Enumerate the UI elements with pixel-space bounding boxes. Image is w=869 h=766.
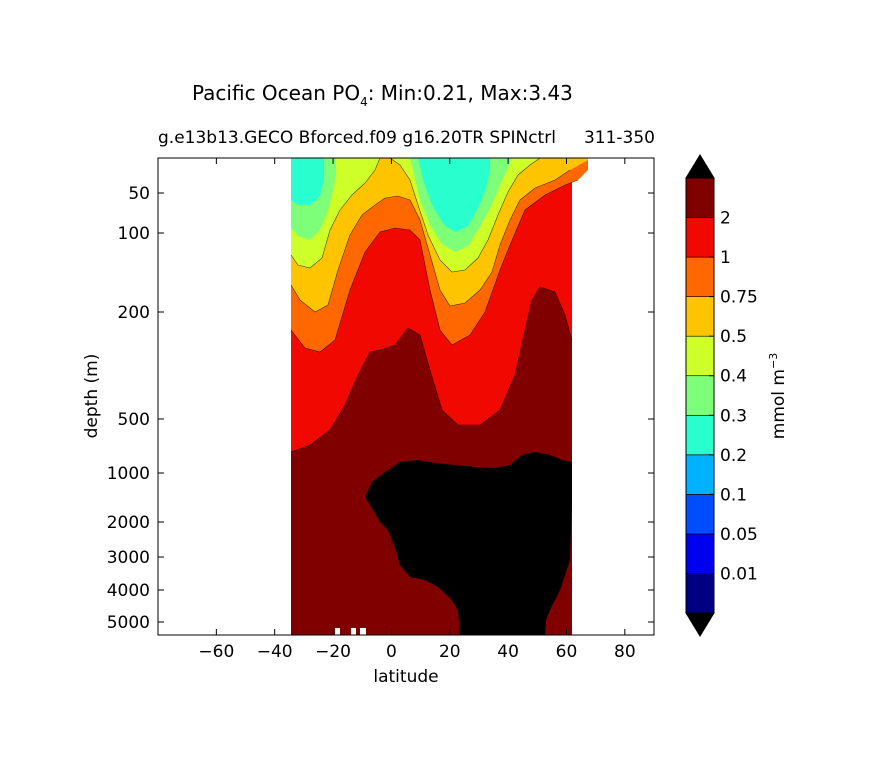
x-tick-label: 40 bbox=[497, 642, 519, 662]
y-axis-label: depth (m) bbox=[82, 354, 102, 439]
colorbar-tick-label: 1 bbox=[720, 248, 731, 268]
x-axis-label: latitude bbox=[373, 667, 438, 687]
colorbar-swatch bbox=[685, 375, 715, 416]
chart-subtitle-left: g.e13b13.GECO Bforced.f09 g16.20TR SPINc… bbox=[158, 128, 556, 148]
y-tick-label: 5000 bbox=[107, 613, 150, 633]
colorbar-tick-label: 0.3 bbox=[720, 406, 747, 426]
colorbar: 0.01 0.05 0.1 0.2 0.3 0.4 0.5 0.75 1 2 bbox=[685, 154, 758, 637]
colorbar-tick-label: 0.75 bbox=[720, 288, 758, 308]
colorbar-label: mmol m−3 bbox=[767, 353, 789, 439]
x-tick-label: 0 bbox=[386, 642, 397, 662]
colorbar-swatch bbox=[685, 335, 715, 377]
plot-frame bbox=[157, 157, 655, 636]
contour-band-02-03 bbox=[291, 158, 324, 205]
bottom-gap-2 bbox=[351, 628, 356, 635]
y-tick-label: 200 bbox=[118, 303, 150, 323]
colorbar-swatch bbox=[685, 217, 715, 258]
colorbar-swatch bbox=[685, 414, 715, 456]
y-tick-label: 500 bbox=[118, 410, 150, 430]
y-tick-label: 3000 bbox=[107, 548, 150, 568]
colorbar-extend-high bbox=[685, 154, 715, 179]
colorbar-swatch bbox=[685, 256, 715, 297]
colorbar-swatch bbox=[685, 454, 715, 495]
colorbar-tick-label: 0.1 bbox=[720, 485, 747, 505]
colorbar-tick-label: 0.05 bbox=[720, 525, 758, 545]
colorbar-swatch bbox=[685, 573, 715, 614]
colorbar-tick-label: 2 bbox=[720, 209, 731, 229]
colorbar-tick-label: 0.01 bbox=[720, 564, 758, 584]
x-tick-label: 60 bbox=[556, 642, 578, 662]
colorbar-tick-label: 0.5 bbox=[720, 327, 747, 347]
colorbar-tick-label: 0.2 bbox=[720, 446, 747, 466]
y-tick-label: 2000 bbox=[107, 513, 150, 533]
contour-lines bbox=[290, 158, 579, 453]
colorbar-extend-low bbox=[685, 612, 715, 637]
x-axis: −60 −40 −20 0 20 40 60 80 bbox=[198, 158, 636, 662]
y-tick-label: 1000 bbox=[107, 464, 150, 484]
colorbar-swatch bbox=[685, 494, 715, 535]
y-tick-label: 100 bbox=[118, 224, 150, 244]
x-tick-label: −60 bbox=[198, 642, 234, 662]
plot-area: −60 −40 −20 0 20 40 60 80 50 100 200 500 1000 2000 30… bbox=[82, 157, 655, 687]
x-tick-label: 80 bbox=[614, 642, 636, 662]
colorbar-frame bbox=[685, 177, 715, 614]
x-tick-label: 20 bbox=[439, 642, 461, 662]
x-tick-label: −20 bbox=[315, 642, 351, 662]
x-tick-label: −40 bbox=[257, 642, 293, 662]
colorbar-tick-label: 0.4 bbox=[720, 367, 747, 387]
chart-subtitle-right: 311-350 bbox=[584, 128, 655, 148]
y-tick-label: 4000 bbox=[107, 581, 150, 601]
colorbar-swatch bbox=[685, 296, 715, 337]
contour-band-black bbox=[365, 452, 572, 635]
y-tick-label: 50 bbox=[128, 184, 150, 204]
chart-title: Pacific Ocean PO4: Min:0.21, Max:3.43 bbox=[192, 81, 573, 109]
contour-band-02-03b bbox=[418, 158, 490, 232]
y-axis: 50 100 200 500 1000 2000 3000 4000 5000 bbox=[107, 184, 654, 633]
continent-mask bbox=[572, 158, 654, 635]
bottom-gap-3 bbox=[360, 628, 366, 635]
bottom-gap-1 bbox=[335, 628, 340, 635]
colorbar-swatch bbox=[685, 533, 715, 574]
colorbar-swatch bbox=[685, 177, 715, 218]
